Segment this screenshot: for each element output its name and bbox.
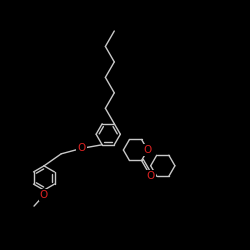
Text: O: O: [146, 171, 154, 181]
Text: O: O: [144, 145, 152, 155]
Text: O: O: [77, 144, 86, 154]
Text: O: O: [40, 190, 48, 200]
